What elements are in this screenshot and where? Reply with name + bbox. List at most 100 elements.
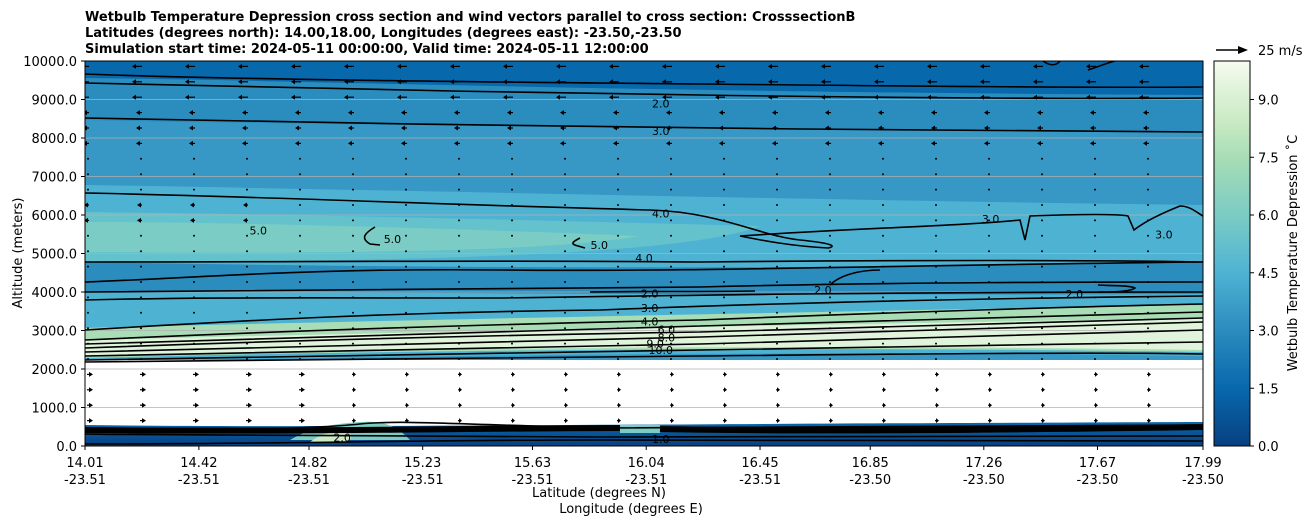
wind-vector-arrow-icon bbox=[246, 342, 248, 345]
wind-vector-arrow-icon bbox=[723, 327, 725, 330]
wind-vector-arrow-icon bbox=[193, 402, 199, 408]
wind-vector-arrow-icon bbox=[299, 173, 301, 176]
wind-vector-arrow-icon bbox=[670, 342, 672, 345]
contour-line bbox=[85, 433, 1203, 438]
wind-vector-arrow-icon bbox=[401, 140, 407, 146]
wind-vector-arrow-icon bbox=[185, 79, 195, 85]
wind-vector-arrow-icon bbox=[988, 342, 990, 345]
wind-vector-arrow-icon bbox=[299, 204, 301, 206]
wind-vector-arrow-icon bbox=[352, 327, 354, 330]
wind-vector-arrow-icon bbox=[458, 327, 460, 330]
wind-vector-arrow-icon bbox=[935, 296, 937, 299]
wind-vector-arrow-icon bbox=[405, 173, 407, 176]
contour-label: 4.0 bbox=[635, 252, 653, 265]
wind-vector-arrow-icon bbox=[829, 204, 831, 206]
wind-vector-arrow-icon bbox=[458, 219, 460, 222]
contour-line bbox=[85, 82, 1203, 100]
wind-vector-arrow-icon bbox=[193, 265, 195, 268]
wind-vector-arrow-icon bbox=[352, 234, 354, 237]
wind-vector-arrow-icon bbox=[140, 173, 142, 176]
wind-vector-arrow-icon bbox=[617, 188, 619, 191]
wind-vector-arrow-icon bbox=[1094, 327, 1096, 330]
wind-vector-arrow-icon bbox=[1033, 94, 1043, 100]
wind-vector-arrow-icon bbox=[829, 402, 833, 408]
wind-vector-arrow-icon bbox=[556, 94, 566, 100]
wind-vector-arrow-icon bbox=[1041, 234, 1043, 237]
wind-vector-arrow-icon bbox=[85, 96, 89, 98]
wind-vector-arrow-icon bbox=[564, 204, 566, 206]
wind-vector-arrow-icon bbox=[882, 387, 886, 393]
wind-vector-arrow-icon bbox=[927, 94, 937, 100]
wind-vector-arrow-icon bbox=[988, 173, 990, 176]
wind-vector-arrow-icon bbox=[299, 418, 305, 424]
wind-vector-arrow-icon bbox=[564, 327, 566, 330]
wind-vector-arrow-icon bbox=[1041, 402, 1045, 408]
wind-vector-arrow-icon bbox=[1147, 296, 1149, 299]
wind-vector-arrow-icon bbox=[140, 265, 142, 268]
wind-vector-arrow-icon bbox=[1147, 173, 1149, 176]
wind-vector-arrow-icon bbox=[882, 311, 884, 314]
wind-vector-arrow-icon bbox=[140, 296, 142, 299]
wind-vector-arrow-icon bbox=[291, 94, 301, 100]
wind-vector-arrow-icon bbox=[988, 234, 990, 237]
wind-vector-arrow-icon bbox=[405, 219, 407, 222]
wind-vector-arrow-icon bbox=[723, 157, 725, 160]
wind-vector-arrow-icon bbox=[829, 219, 831, 222]
wind-vector-arrow-icon bbox=[189, 110, 195, 116]
wind-vector-arrow-icon bbox=[1094, 296, 1096, 299]
contour-line bbox=[85, 317, 1203, 349]
contour-label: 10.0 bbox=[649, 344, 674, 357]
contour-line bbox=[1042, 61, 1061, 66]
wind-vector-arrow-icon bbox=[246, 234, 248, 237]
wind-vector-arrow-icon bbox=[564, 234, 566, 237]
x-tick-label-lon: -23.51 bbox=[625, 473, 667, 488]
wind-vector-arrow-icon bbox=[829, 387, 833, 393]
wind-vector-arrow-icon bbox=[1094, 250, 1096, 253]
wind-vector-arrow-icon bbox=[882, 371, 886, 377]
wind-vector-arrow-icon bbox=[193, 281, 195, 283]
contour-labels: 2.03.04.04.05.05.0 5.03.03.02.0 2.02.03.04… bbox=[250, 97, 1173, 446]
wind-vector-arrow-icon bbox=[140, 311, 142, 314]
wind-vector-arrow-icon bbox=[564, 250, 566, 253]
wind-vector-arrow-icon bbox=[882, 157, 884, 160]
wind-vector-arrow-icon bbox=[246, 265, 248, 268]
colorbar-tick-label: 7.5 bbox=[1258, 151, 1279, 166]
wind-vector-arrow-icon bbox=[1086, 94, 1096, 100]
wind-vector-arrow-icon bbox=[723, 219, 725, 222]
wind-vector-arrow-icon bbox=[776, 234, 778, 237]
wind-vector-arrow-icon bbox=[140, 342, 142, 345]
wind-vector-arrow-icon bbox=[1033, 79, 1043, 85]
y-gridlines bbox=[85, 99, 1203, 408]
wind-vector-arrow-icon bbox=[723, 296, 725, 299]
wind-vector-arrow-icon bbox=[935, 265, 937, 268]
x-tick-label-lat: 15.63 bbox=[514, 456, 551, 471]
wind-vector-arrow-icon bbox=[190, 217, 195, 223]
wind-vector-arrow-icon bbox=[617, 234, 619, 237]
wind-vector-arrow-icon bbox=[246, 327, 248, 330]
wind-vector-arrow-icon bbox=[935, 204, 937, 206]
wind-vector-arrow-icon bbox=[299, 157, 301, 160]
x-tick-label-lat: 14.01 bbox=[66, 456, 103, 471]
contour-label: 2.0 bbox=[641, 288, 659, 301]
wind-vector-arrow-icon bbox=[401, 125, 407, 131]
wind-vector-arrow-icon bbox=[670, 387, 674, 393]
wind-vector-arrow-icon bbox=[617, 173, 619, 176]
x-tick-label-lon: -23.51 bbox=[512, 473, 554, 488]
wind-vector-arrow-icon bbox=[935, 371, 939, 377]
wind-vector-arrow-icon bbox=[723, 250, 725, 253]
wind-vector-arrow-icon bbox=[723, 418, 727, 424]
quiver-key-arrow-head-icon bbox=[1238, 46, 1248, 54]
wind-vector-arrow-icon bbox=[511, 402, 515, 408]
wind-vector-arrow-icon bbox=[829, 265, 831, 268]
wind-vector-arrow-icon bbox=[185, 63, 195, 69]
colorbar: 0.0 1.5 3.0 4.5 6.0 7.5 9.0 Wetbulb Temperatur… bbox=[1213, 60, 1301, 455]
contour-line bbox=[85, 291, 1203, 301]
wind-vector-arrow-icon bbox=[617, 281, 619, 283]
wind-vector-arrow-icon bbox=[507, 110, 513, 116]
wind-vector-arrow-icon bbox=[352, 157, 354, 160]
wind-vector-arrow-icon bbox=[874, 94, 884, 100]
wind-vector-arrow-icon bbox=[564, 296, 566, 299]
wind-vector-arrow-icon bbox=[882, 342, 884, 345]
wind-vector-arrow-icon bbox=[1041, 281, 1043, 283]
wind-vector-arrow-icon bbox=[295, 125, 301, 131]
